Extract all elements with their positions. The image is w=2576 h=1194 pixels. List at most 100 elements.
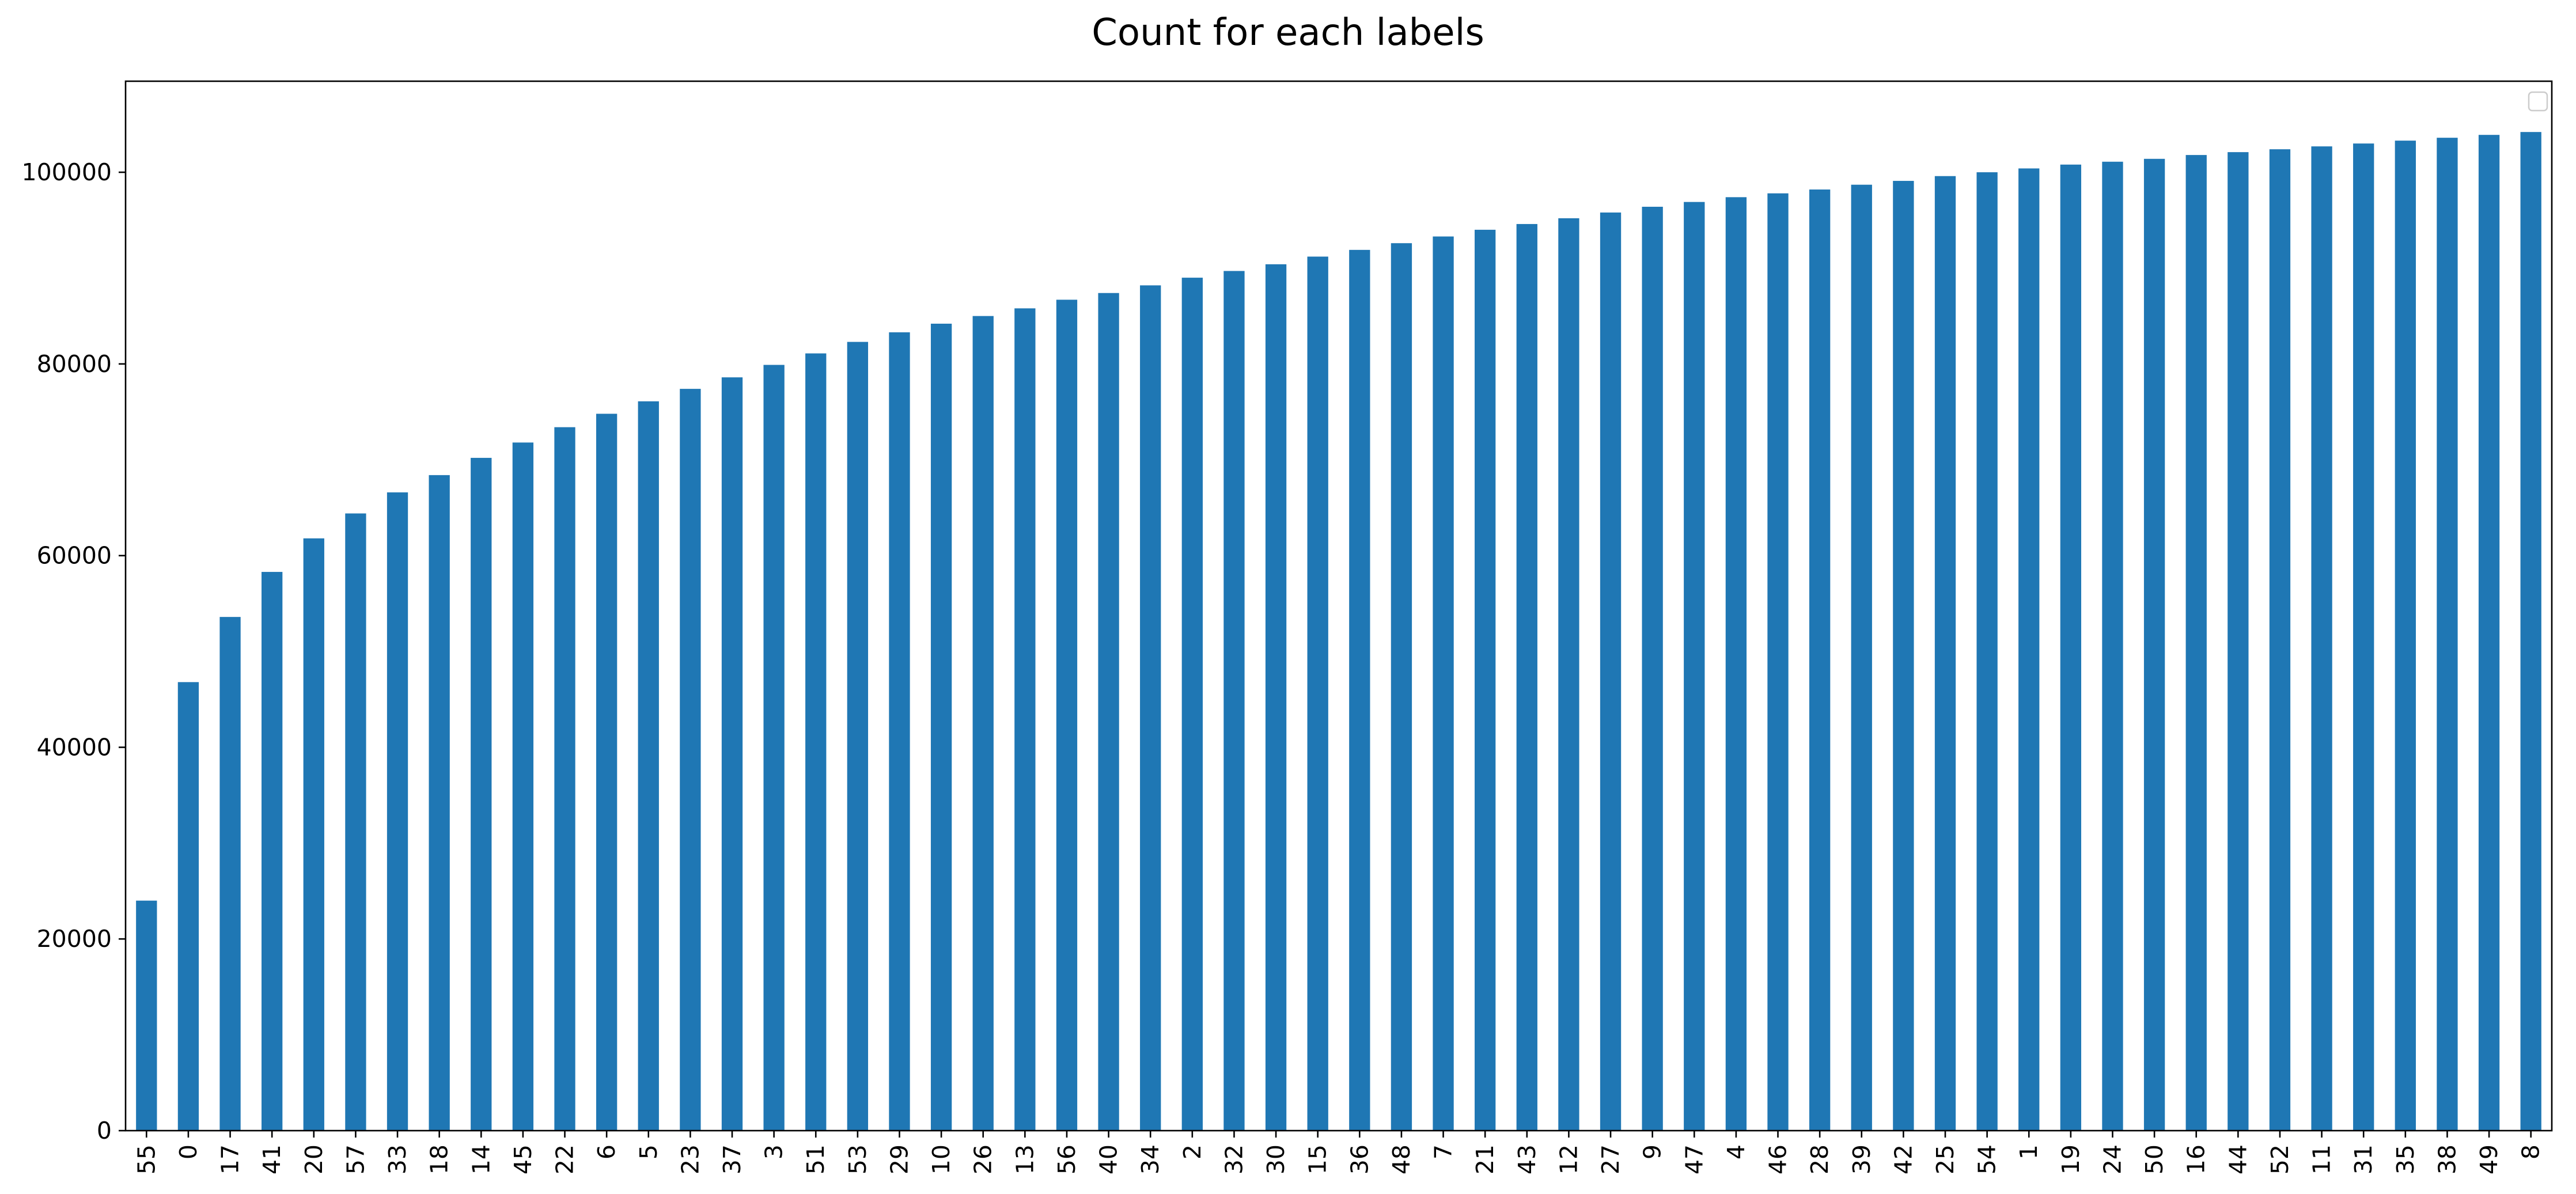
x-tick-label: 26 <box>969 1144 997 1174</box>
bar-42 <box>1893 181 1914 1131</box>
x-tick-label: 36 <box>1346 1144 1373 1174</box>
y-tick-label: 20000 <box>37 925 112 953</box>
bar-52 <box>2269 149 2291 1131</box>
bar-46 <box>1767 193 1789 1131</box>
legend-box <box>2528 91 2548 112</box>
bar-44 <box>2228 152 2249 1131</box>
x-tick-label: 50 <box>2141 1144 2168 1174</box>
bar-6 <box>596 414 618 1131</box>
bar-12 <box>1558 218 1579 1131</box>
bar-47 <box>1684 202 1705 1131</box>
x-tick-label: 51 <box>802 1144 829 1174</box>
x-tick-label: 23 <box>676 1144 704 1174</box>
bar-38 <box>2437 138 2458 1131</box>
bar-45 <box>512 442 534 1131</box>
bar-54 <box>1976 172 1998 1131</box>
bar-48 <box>1391 243 1412 1131</box>
bar-2 <box>1181 278 1203 1131</box>
x-tick-label: 53 <box>844 1144 872 1174</box>
bar-20 <box>303 538 324 1131</box>
x-tick-label: 14 <box>467 1144 495 1174</box>
x-tick-label: 13 <box>1011 1144 1039 1174</box>
bar-40 <box>1098 293 1119 1131</box>
bar-29 <box>889 332 910 1131</box>
bar-26 <box>972 316 994 1131</box>
bar-51 <box>805 353 827 1131</box>
x-tick-label: 8 <box>2517 1144 2545 1159</box>
bar-30 <box>1265 264 1287 1131</box>
x-tick-label: 31 <box>2350 1144 2377 1174</box>
x-tick-label: 49 <box>2475 1144 2503 1174</box>
x-tick-label: 55 <box>132 1144 160 1174</box>
x-tick-label: 5 <box>635 1144 662 1159</box>
bar-21 <box>1475 229 1496 1131</box>
bar-17 <box>219 617 241 1131</box>
bar-35 <box>2395 141 2416 1131</box>
x-tick-label: 28 <box>1806 1144 1833 1174</box>
x-tick-label: 54 <box>1973 1144 2001 1174</box>
x-tick-label: 56 <box>1053 1144 1081 1174</box>
x-tick-label: 7 <box>1430 1144 1457 1159</box>
bar-28 <box>1809 189 1831 1131</box>
bar-14 <box>471 457 492 1131</box>
x-tick-label: 18 <box>426 1144 453 1174</box>
bar-33 <box>387 492 408 1131</box>
bar-3 <box>763 365 785 1131</box>
x-tick-label: 4 <box>1722 1144 1750 1159</box>
bar-31 <box>2353 143 2374 1131</box>
bar-56 <box>1056 300 1078 1131</box>
x-tick-label: 25 <box>1931 1144 1959 1174</box>
bar-9 <box>1642 206 1663 1131</box>
bar-23 <box>680 389 701 1131</box>
x-tick-label: 12 <box>1555 1144 1582 1174</box>
x-tick-label: 57 <box>342 1144 369 1174</box>
x-tick-label: 32 <box>1220 1144 1248 1174</box>
bar-18 <box>429 475 450 1131</box>
bar-8 <box>2520 132 2541 1131</box>
bar-43 <box>1516 223 1537 1131</box>
bar-15 <box>1307 256 1328 1131</box>
bar-5 <box>638 401 659 1131</box>
x-tick-label: 6 <box>593 1144 620 1159</box>
bar-16 <box>2185 155 2207 1131</box>
x-tick-label: 16 <box>2183 1144 2210 1174</box>
bar-11 <box>2311 146 2332 1131</box>
x-tick-label: 3 <box>760 1144 788 1159</box>
y-tick-label: 60000 <box>37 542 112 570</box>
x-tick-label: 21 <box>1471 1144 1499 1174</box>
y-tick-label: 0 <box>97 1117 112 1144</box>
bar-37 <box>721 377 743 1131</box>
x-tick-label: 1 <box>2015 1144 2043 1159</box>
x-tick-label: 20 <box>300 1144 328 1174</box>
bar-10 <box>930 323 952 1131</box>
bar-36 <box>1349 249 1370 1131</box>
x-tick-label: 52 <box>2266 1144 2294 1174</box>
bar-24 <box>2102 161 2123 1131</box>
x-tick-label: 48 <box>1388 1144 1415 1174</box>
x-tick-label: 17 <box>217 1144 244 1174</box>
x-tick-label: 40 <box>1095 1144 1123 1174</box>
x-tick-label: 38 <box>2433 1144 2461 1174</box>
bar-1 <box>2018 168 2040 1131</box>
y-tick-label: 100000 <box>21 158 112 186</box>
bars-group <box>136 132 2541 1131</box>
bar-49 <box>2478 135 2500 1131</box>
y-tick-label: 80000 <box>37 350 112 378</box>
x-axis: 55 0 17 41 20 57 33 18 14 45 22 6 5 23 37 3 51 53 29 10 26 13… <box>132 1131 2545 1174</box>
bar-32 <box>1223 271 1245 1131</box>
bar-39 <box>1851 184 1872 1131</box>
x-tick-label: 39 <box>1848 1144 1876 1174</box>
bar-27 <box>1600 212 1622 1131</box>
bar-41 <box>262 571 283 1131</box>
bar-0 <box>177 682 199 1131</box>
x-tick-label: 27 <box>1597 1144 1624 1174</box>
x-tick-label: 37 <box>718 1144 746 1174</box>
x-tick-label: 2 <box>1179 1144 1206 1159</box>
bar-53 <box>847 342 869 1131</box>
x-tick-label: 47 <box>1680 1144 1708 1174</box>
x-tick-label: 41 <box>258 1144 286 1174</box>
x-tick-label: 24 <box>2098 1144 2126 1174</box>
x-tick-label: 9 <box>1639 1144 1666 1159</box>
bar-55 <box>136 900 157 1131</box>
